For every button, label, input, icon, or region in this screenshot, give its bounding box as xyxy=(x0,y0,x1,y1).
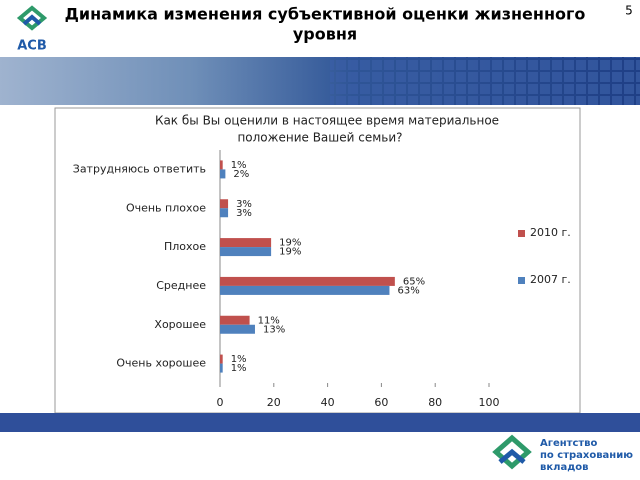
bar xyxy=(220,363,223,373)
bar xyxy=(220,169,226,179)
y-tick-label: Хорошее xyxy=(154,318,206,331)
bar xyxy=(220,160,223,170)
legend-label: 2010 г. xyxy=(530,226,571,239)
slide-title: Динамика изменения субъективной оценки ж… xyxy=(65,5,586,24)
bar xyxy=(220,285,390,295)
bar xyxy=(220,324,255,334)
footer-text: по страхованию xyxy=(540,450,633,461)
logo: АСВ xyxy=(16,5,48,54)
x-tick-label: 40 xyxy=(321,396,335,409)
bar xyxy=(220,199,229,209)
value-label: 19% xyxy=(279,238,301,249)
value-label: 3% xyxy=(236,208,252,219)
value-label: 1% xyxy=(231,160,247,171)
value-label: 1% xyxy=(231,354,247,365)
value-label: 3% xyxy=(236,199,252,210)
value-label: 2% xyxy=(233,169,249,180)
footer-logo: Агентство по страхованию вкладов xyxy=(492,434,633,473)
value-label: 65% xyxy=(403,276,425,287)
x-tick-label: 60 xyxy=(374,396,388,409)
bar xyxy=(220,238,272,248)
footer-text: вкладов xyxy=(540,462,588,473)
x-tick-label: 80 xyxy=(428,396,442,409)
y-tick-label: Плохое xyxy=(164,240,206,253)
logo-text: АСВ xyxy=(17,39,47,54)
chart-frame xyxy=(54,107,581,414)
y-tick-label: Очень хорошее xyxy=(116,357,206,370)
footer-text: Агентство xyxy=(540,438,598,449)
bottom-band xyxy=(0,413,640,432)
page-number: 5 xyxy=(625,4,633,18)
chart-title: Как бы Вы оценили в настоящее время мате… xyxy=(155,114,499,128)
legend-swatch xyxy=(518,230,525,237)
value-label: 63% xyxy=(397,285,419,296)
value-label: 19% xyxy=(279,247,301,258)
bar xyxy=(220,276,395,286)
bar xyxy=(220,354,223,364)
bar xyxy=(220,208,229,218)
chart-title: положение Вашей семьи? xyxy=(237,131,402,145)
bar xyxy=(220,315,250,325)
x-tick-label: 20 xyxy=(267,396,281,409)
x-tick-label: 0 xyxy=(217,396,224,409)
value-label: 1% xyxy=(231,363,247,374)
y-tick-label: Очень плохое xyxy=(126,201,206,214)
value-label: 11% xyxy=(258,315,280,326)
legend-label: 2007 г. xyxy=(530,273,571,286)
value-label: 13% xyxy=(263,324,285,335)
y-tick-label: Затрудняюсь ответить xyxy=(73,162,206,175)
x-tick-label: 100 xyxy=(479,396,500,409)
banner-pattern xyxy=(330,57,640,105)
slide-title: уровня xyxy=(293,25,357,44)
y-tick-label: Среднее xyxy=(156,279,206,292)
bar xyxy=(220,247,272,257)
legend-swatch xyxy=(518,277,525,284)
